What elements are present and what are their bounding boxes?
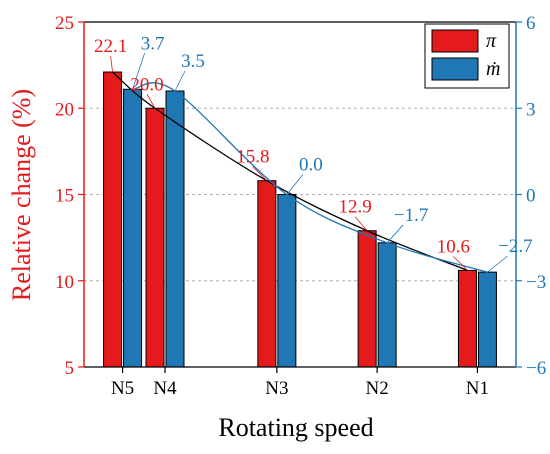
data-label-pi-n3: 15.8: [236, 147, 269, 168]
tick-label-right: −3: [526, 272, 546, 293]
tick-label-right: −6: [526, 358, 546, 379]
bar-pi-n5: [103, 71, 123, 368]
data-label-mdot-n4: 3.5: [181, 51, 205, 72]
bar-mdot-n5: [123, 88, 143, 368]
legend-label-pi: π: [486, 30, 497, 52]
tick-label-x-n5: N5: [111, 378, 134, 399]
leader-line-mdot: [487, 255, 508, 273]
tick-label-right: 6: [526, 13, 536, 34]
bar-pi-n3: [257, 180, 277, 368]
tick-label-left: 25: [55, 13, 74, 34]
data-label-pi-n1: 10.6: [437, 236, 470, 257]
legend-swatch-pi: [431, 29, 479, 53]
bar-mdot-n2: [377, 242, 397, 368]
leader-line-pi: [252, 166, 268, 181]
x-axis-label: Rotating speed: [218, 413, 373, 442]
leader-line-pi: [146, 94, 156, 109]
legend: π ṁ: [424, 23, 510, 89]
legend-swatch-mdot: [431, 57, 479, 81]
tick-label-left: 15: [55, 186, 74, 207]
tick-label-x-n4: N4: [153, 378, 177, 399]
tick-labels: 5 10 15 20 25 −6 −3 0 3 6 N5 N4 N3 N2 N1: [55, 13, 546, 399]
leader-line-mdot: [132, 53, 145, 90]
tick-label-x-n3: N3: [265, 378, 288, 399]
bar-mdot-n4: [165, 90, 185, 368]
axes: [78, 21, 522, 373]
bar-pi-n2: [357, 230, 377, 368]
tick-label-right: 0: [526, 186, 536, 207]
trend-line-mdot: [132, 82, 488, 273]
legend-label-mdot: ṁ: [486, 58, 500, 80]
bars: [103, 71, 497, 368]
label-leader-lines: [110, 53, 508, 273]
tick-label-left: 10: [55, 272, 74, 293]
bar-mdot-n3: [277, 194, 297, 368]
tick-label-left: 20: [55, 99, 74, 120]
tick-label-x-n2: N2: [366, 378, 389, 399]
leader-line-pi: [453, 256, 468, 271]
tick-label-left: 5: [65, 358, 75, 379]
data-label-pi-n5: 22.1: [94, 36, 127, 57]
leader-line-mdot: [286, 174, 304, 195]
data-label-pi-n2: 12.9: [339, 197, 372, 218]
data-label-mdot-n5: 3.7: [141, 33, 165, 54]
data-label-mdot-n2: −1.7: [394, 205, 428, 226]
data-label-pi-n4: 20.0: [130, 74, 163, 95]
leader-line-pi: [110, 55, 113, 73]
trend-line-pi: [112, 71, 468, 272]
tick-label-right: 3: [526, 99, 536, 120]
bar-mdot-n1: [477, 271, 497, 368]
leader-line-pi: [354, 216, 368, 231]
data-label-mdot-n3: 0.0: [299, 155, 323, 176]
y-axis-label-left: Relative change (%): [7, 89, 36, 301]
bar-pi-n4: [145, 107, 165, 368]
tick-label-x-n1: N1: [466, 378, 489, 399]
bar-pi-n1: [457, 269, 477, 368]
leader-line-mdot: [386, 224, 404, 244]
leader-line-mdot: [174, 70, 186, 92]
